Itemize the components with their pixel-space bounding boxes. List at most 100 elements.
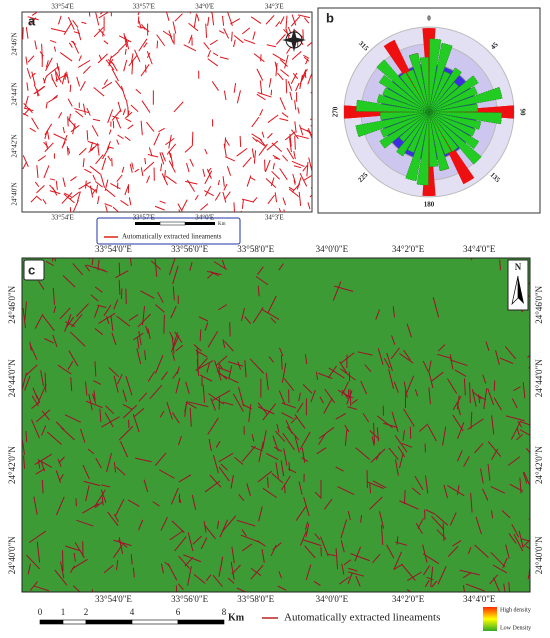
lineament	[507, 456, 521, 466]
lineament	[231, 31, 233, 42]
lineament	[167, 563, 178, 581]
lineament	[145, 325, 149, 334]
lineament	[383, 358, 391, 369]
lineament	[267, 295, 277, 314]
lineament	[491, 510, 494, 519]
north-label: N	[515, 262, 522, 272]
lineament	[35, 409, 51, 423]
lineament	[314, 491, 321, 498]
lineament	[29, 341, 32, 351]
lineament	[185, 401, 197, 409]
lineament	[347, 406, 358, 410]
lineament	[76, 191, 81, 202]
lineament	[289, 91, 293, 101]
lineament	[165, 12, 170, 21]
lineament	[40, 370, 44, 387]
lat-label: 24°44'N	[11, 82, 19, 105]
lineament	[259, 80, 263, 95]
lineament	[491, 448, 499, 460]
scale-unit: Km	[228, 612, 245, 623]
lineament	[403, 381, 408, 398]
lineament	[391, 411, 399, 432]
lineament	[36, 89, 39, 97]
rose-petal	[428, 111, 480, 150]
lineament	[452, 395, 462, 411]
rose-petal	[376, 94, 430, 113]
lineament	[127, 499, 140, 507]
lineament	[191, 494, 197, 511]
lineament	[256, 93, 266, 101]
lineament	[482, 488, 489, 501]
lineament	[206, 168, 212, 180]
legend-label: Automatically extracted lineaments	[284, 612, 440, 624]
lineament	[189, 12, 191, 14]
rose-petal	[356, 99, 430, 113]
rose-petal	[382, 87, 430, 113]
lineament	[86, 107, 91, 116]
lineament	[222, 515, 237, 532]
lineament	[341, 563, 345, 575]
lineament	[369, 430, 380, 440]
lineament	[360, 380, 368, 395]
lineament	[91, 258, 94, 266]
lineament	[89, 141, 94, 152]
lineament	[94, 361, 97, 377]
lineament	[166, 143, 177, 155]
lineament	[273, 157, 281, 160]
lineament	[159, 410, 165, 418]
lineament	[346, 390, 353, 405]
lineament	[34, 453, 53, 466]
lineament	[31, 402, 40, 409]
lineament	[270, 544, 277, 557]
lineament	[272, 53, 286, 62]
lineament	[228, 361, 244, 367]
lineament	[106, 316, 110, 324]
lineament	[52, 334, 58, 348]
lineament	[206, 363, 210, 373]
lineament	[369, 483, 372, 494]
lineament	[286, 147, 295, 160]
lineament	[236, 12, 238, 13]
lineament	[54, 69, 62, 83]
lineament	[502, 557, 508, 568]
lineament	[116, 560, 119, 571]
lat-label: 24°42'N	[11, 134, 19, 157]
lineament	[376, 427, 379, 442]
lineament	[275, 462, 279, 479]
lineament	[41, 425, 47, 436]
lineament	[82, 464, 90, 480]
lineament	[319, 396, 325, 404]
lineament	[112, 206, 120, 212]
lineament	[430, 566, 434, 587]
lineament	[99, 408, 102, 423]
lineament	[103, 79, 108, 86]
lineament	[82, 158, 85, 168]
lineament	[394, 435, 408, 453]
lineament	[31, 71, 36, 85]
lineament	[24, 375, 31, 391]
lineament	[200, 537, 208, 550]
rose-petal	[380, 111, 430, 138]
lineament	[36, 196, 42, 201]
lineament	[92, 174, 96, 181]
lineament	[380, 524, 384, 545]
lineament	[154, 205, 165, 211]
lineament	[69, 565, 76, 574]
lineament	[35, 394, 41, 403]
lineament	[117, 539, 128, 548]
lineament	[138, 331, 142, 346]
lineament	[104, 412, 114, 428]
rose-petal	[408, 52, 430, 113]
lineament	[280, 460, 285, 477]
lineament	[204, 480, 221, 493]
lineament	[159, 200, 166, 204]
lineament	[39, 51, 44, 57]
lineament	[140, 63, 150, 77]
lineament	[241, 307, 245, 322]
lineament	[97, 53, 108, 64]
lineament	[302, 29, 304, 40]
lineament	[207, 58, 219, 67]
lineament	[122, 403, 133, 410]
lineament	[428, 360, 432, 372]
lineament	[95, 154, 104, 165]
